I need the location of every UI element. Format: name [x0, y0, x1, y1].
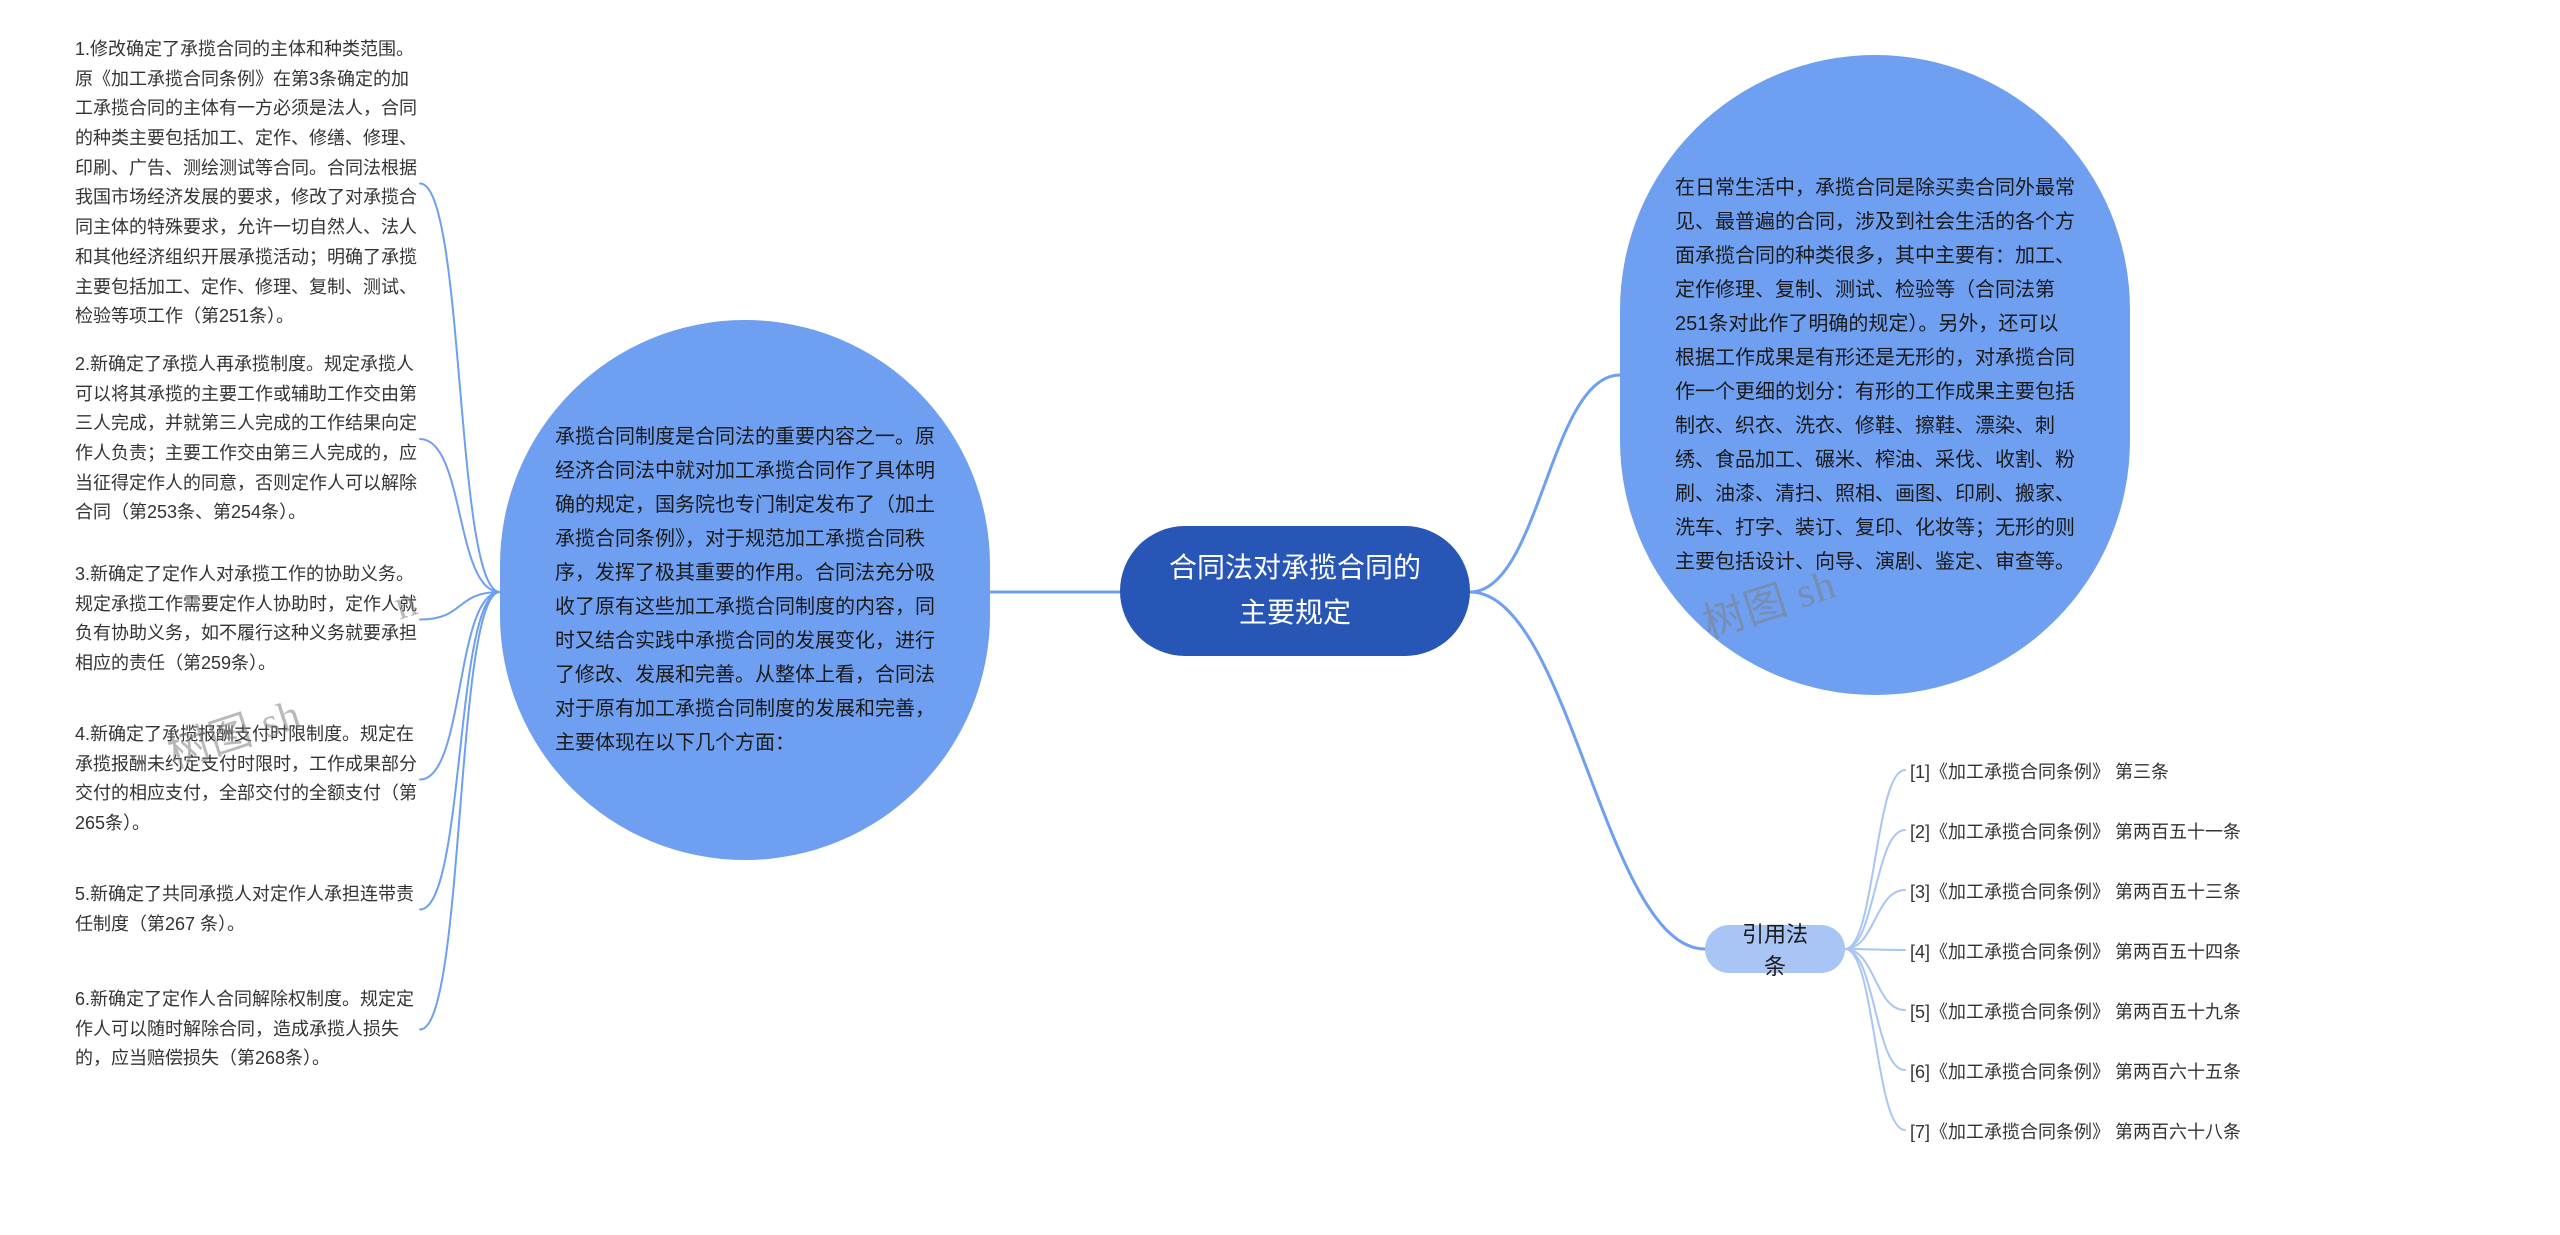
left-leaf-6: 6.新确定了定作人合同解除权制度。规定定作人可以随时解除合同，造成承揽人损失的，… [75, 985, 420, 1074]
right-leaf-7: [7]《加工承揽合同条例》 第两百六十八条 [1910, 1118, 2241, 1148]
right-leaf-3: [3]《加工承揽合同条例》 第两百五十三条 [1910, 878, 2241, 908]
right-leaf-1: [1]《加工承揽合同条例》 第三条 [1910, 758, 2169, 788]
right-leaf-2: [2]《加工承揽合同条例》 第两百五十一条 [1910, 818, 2241, 848]
right-big-text: 在日常生活中，承揽合同是除买卖合同外最常见、最普遍的合同，涉及到社会生活的各个方… [1675, 171, 2075, 579]
left-leaf-2: 2.新确定了承揽人再承揽制度。规定承揽人可以将其承揽的主要工作或辅助工作交由第三… [75, 350, 420, 528]
right-big-node: 在日常生活中，承揽合同是除买卖合同外最常见、最普遍的合同，涉及到社会生活的各个方… [1620, 55, 2130, 695]
refs-pill-text: 引用法条 [1733, 917, 1817, 981]
right-leaf-4: [4]《加工承揽合同条例》 第两百五十四条 [1910, 938, 2241, 968]
left-leaf-4: 4.新确定了承揽报酬支付时限制度。规定在承揽报酬未约定支付时限时，工作成果部分交… [75, 720, 420, 839]
left-leaf-3: 3.新确定了定作人对承揽工作的协助义务。规定承揽工作需要定作人协助时，定作人就负… [75, 560, 420, 679]
left-big-node: 承揽合同制度是合同法的重要内容之一。原经济合同法中就对加工承揽合同作了具体明确的… [500, 320, 990, 860]
center-node: 合同法对承揽合同的主要规定 [1120, 526, 1470, 656]
left-leaf-5: 5.新确定了共同承揽人对定作人承担连带责任制度（第267 条）。 [75, 880, 420, 939]
refs-pill-node: 引用法条 [1705, 925, 1845, 973]
right-leaf-6: [6]《加工承揽合同条例》 第两百六十五条 [1910, 1058, 2241, 1088]
right-leaf-5: [5]《加工承揽合同条例》 第两百五十九条 [1910, 998, 2241, 1028]
left-big-text: 承揽合同制度是合同法的重要内容之一。原经济合同法中就对加工承揽合同作了具体明确的… [555, 420, 935, 760]
left-leaf-1: 1.修改确定了承揽合同的主体和种类范围。原《加工承揽合同条例》在第3条确定的加工… [75, 35, 420, 332]
center-text: 合同法对承揽合同的主要规定 [1160, 546, 1430, 636]
